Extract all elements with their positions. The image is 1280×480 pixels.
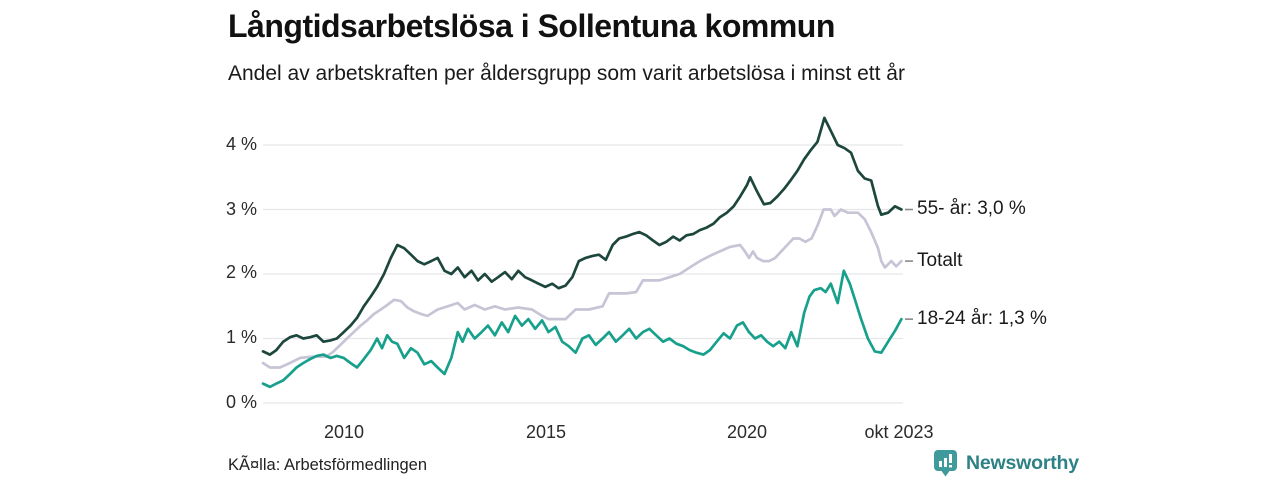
series-line-18-24-r bbox=[261, 269, 903, 389]
logo-bar-short bbox=[939, 461, 942, 467]
y-axis-tick-4: 4 % bbox=[225, 134, 257, 154]
x-axis-tick-2010: 2010 bbox=[323, 422, 365, 442]
brand-name: Newsworthy bbox=[966, 451, 1079, 474]
page-title: Långtidsarbetslösa i Sollentuna kommun bbox=[228, 8, 835, 44]
y-axis-tick-3: 3 % bbox=[225, 199, 257, 219]
series-line-Totalt bbox=[261, 208, 903, 369]
series-label-totalt: Totalt bbox=[917, 250, 963, 271]
x-axis-tick-okt-2023: okt 2023 bbox=[864, 422, 934, 442]
series-label-55-ar: 55- år: 3,0 % bbox=[917, 198, 1026, 219]
y-axis-tick-2: 2 % bbox=[225, 262, 257, 282]
x-axis-tick-2015: 2015 bbox=[525, 422, 567, 442]
y-axis-tick-0: 0 % bbox=[225, 392, 257, 412]
series-line-55-r bbox=[261, 116, 903, 356]
y-axis-tick-1: 1 % bbox=[225, 327, 257, 347]
series-label-18-24-ar: 18-24 år: 1,3 % bbox=[917, 308, 1047, 329]
chart-subtitle: Andel av arbetskraften per åldersgrupp s… bbox=[228, 62, 905, 85]
logo-exclamation-dot bbox=[949, 465, 952, 468]
x-axis-tick-2020: 2020 bbox=[726, 422, 768, 442]
logo-exclamation-bar bbox=[949, 454, 952, 463]
logo-bar-tall bbox=[944, 458, 947, 467]
source-note: KÃ¤lla: Arbetsförmedlingen bbox=[228, 456, 428, 474]
newsworthy-brand: Newsworthy bbox=[933, 449, 1079, 477]
newsworthy-logo-icon bbox=[934, 450, 957, 477]
